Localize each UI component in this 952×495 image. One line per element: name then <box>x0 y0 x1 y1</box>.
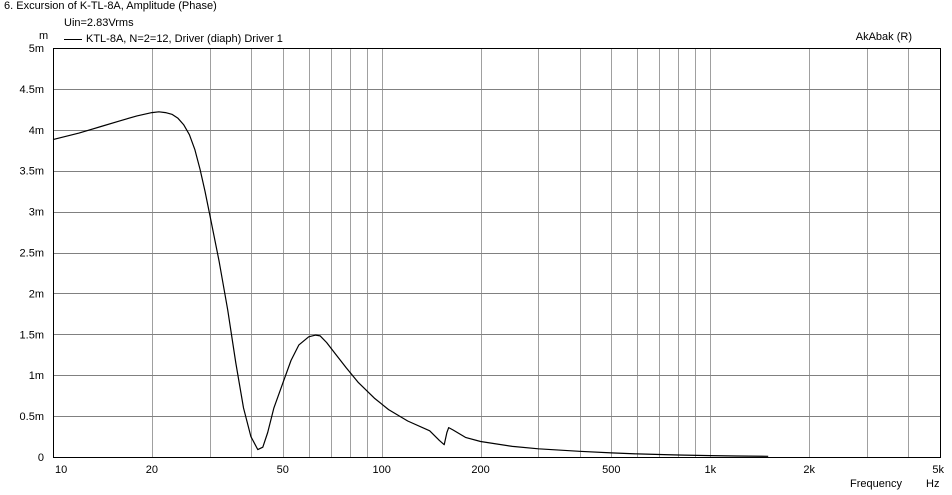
y-tick-label: 5m <box>29 43 44 55</box>
y-tick-label: 2m <box>29 288 44 300</box>
legend-label: KTL-8A, N=2=12, Driver (diaph) Driver 1 <box>86 33 283 45</box>
y-tick-label: 1m <box>29 370 44 382</box>
y-tick-label: 4m <box>29 125 44 137</box>
x-tick-label: 200 <box>471 464 489 476</box>
x-tick-label: 5k <box>932 464 944 476</box>
x-unit-label: Hz <box>926 478 939 490</box>
y-tick-label: 0.5m <box>20 411 44 423</box>
y-tick-label: 3m <box>29 207 44 219</box>
x-tick-label: 50 <box>277 464 289 476</box>
watermark-label: AkAbak (R) <box>855 31 912 43</box>
legend-swatch <box>64 38 82 40</box>
y-tick-label: 3.5m <box>20 166 44 178</box>
plot-frame <box>53 48 941 458</box>
series-line <box>52 111 769 457</box>
y-tick-label: 0 <box>38 452 44 464</box>
x-tick-label: 500 <box>602 464 620 476</box>
chart-window-title: 6. Excursion of K-TL-8A, Amplitude (Phas… <box>4 0 217 12</box>
x-tick-label: 100 <box>372 464 390 476</box>
x-axis-label: Frequency <box>850 478 902 490</box>
x-tick-label: 20 <box>146 464 158 476</box>
x-tick-label: 1k <box>704 464 716 476</box>
y-tick-label: 1.5m <box>20 329 44 341</box>
x-tick-label: 10 <box>55 464 67 476</box>
legend: KTL-8A, N=2=12, Driver (diaph) Driver 1 <box>64 32 283 46</box>
x-tick-label: 2k <box>803 464 815 476</box>
chart-subtitle: Uin=2.83Vrms <box>64 17 134 29</box>
y-unit-label: m <box>39 30 49 42</box>
y-tick-label: 4.5m <box>20 84 44 96</box>
y-tick-label: 2.5m <box>20 248 44 260</box>
